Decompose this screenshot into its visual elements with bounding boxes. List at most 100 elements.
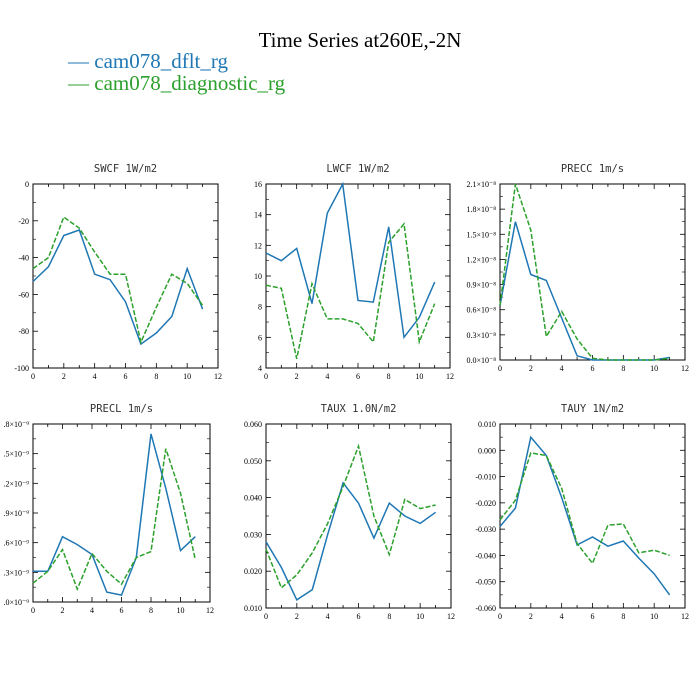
- y-tick-label: 0: [25, 180, 29, 189]
- x-tick-label: 10: [415, 372, 423, 381]
- x-tick-label: 12: [206, 606, 214, 615]
- y-tick-label: 0.6×10⁻⁸: [466, 306, 496, 315]
- y-tick-label: 0.060: [244, 420, 262, 429]
- series-line-diagnostic: [499, 452, 670, 565]
- y-tick-label: -0.060: [475, 604, 496, 613]
- x-tick-label: 0: [498, 364, 502, 373]
- legend-item-diagnostic: — cam078_diagnostic_rg: [68, 72, 285, 94]
- y-tick-label: 8: [258, 303, 262, 312]
- x-tick-label: 2: [62, 372, 66, 381]
- y-tick-label: 16: [254, 180, 262, 189]
- y-tick-label: -80: [18, 327, 29, 336]
- x-tick-label: 8: [621, 612, 625, 621]
- panel-5: TAUX 1.0N/m2 0 2 4 6 8 10 12 0.010 0.020 0.030 0.04…: [244, 403, 455, 621]
- x-tick-label: 4: [326, 612, 330, 621]
- panel-4: PRECL 1m/s 0 2 4 6 8 10 12 .0×10⁻⁹ .3×10⁻⁹ .6×10⁻⁹…: [3, 403, 214, 615]
- y-tick-label: 1.5×10⁻⁸: [466, 230, 496, 239]
- y-tick-label: .3×10⁻⁹: [3, 568, 29, 577]
- y-tick-label: 0.010: [244, 604, 262, 613]
- y-tick-label: 4: [258, 364, 262, 373]
- series-line-diagnostic: [265, 222, 436, 359]
- x-tick-label: 0: [31, 372, 35, 381]
- x-tick-label: 2: [295, 372, 299, 381]
- panel-title: TAUX 1.0N/m2: [321, 403, 397, 415]
- panel-title: PRECL 1m/s: [90, 403, 153, 415]
- y-tick-label: 6: [258, 333, 262, 342]
- plot-frame: [265, 423, 452, 609]
- panel-1: SWCF 1W/m2 0 2 4 6 8 10 12 -100 -80 -60 -40 -20 0: [14, 163, 222, 381]
- panel-title: TAUY 1N/m2: [561, 403, 624, 415]
- x-tick-label: 10: [416, 612, 424, 621]
- x-tick-label: 8: [387, 372, 391, 381]
- y-tick-label: -20: [18, 217, 29, 226]
- x-tick-label: 0: [31, 606, 35, 615]
- series-line-dflt: [499, 435, 671, 596]
- y-tick-label: -100: [14, 364, 29, 373]
- x-tick-label: 0: [264, 372, 268, 381]
- x-tick-label: 10: [650, 364, 658, 373]
- plot-frame: [499, 183, 686, 361]
- x-tick-label: 6: [124, 372, 128, 381]
- x-tick-label: 6: [356, 372, 360, 381]
- y-tick-label: 1.2×10⁻⁸: [466, 255, 496, 264]
- x-tick-label: 8: [154, 372, 158, 381]
- x-tick-label: 4: [560, 364, 564, 373]
- y-tick-label: 0.3×10⁻⁸: [466, 331, 496, 340]
- y-tick-label: 14: [254, 211, 262, 220]
- x-tick-label: 0: [264, 612, 268, 621]
- y-tick-label: 0.010: [478, 420, 496, 429]
- y-tick-label: 12: [254, 241, 262, 250]
- y-tick-label: 2.1×10⁻⁸: [466, 180, 496, 189]
- x-tick-label: 4: [560, 612, 564, 621]
- legend: — cam078_dflt_rg — cam078_diagnostic_rg: [68, 50, 285, 94]
- x-tick-label: 2: [295, 612, 299, 621]
- x-tick-label: 6: [357, 612, 361, 621]
- series-line-diagnostic: [265, 443, 436, 590]
- y-tick-label: .5×10⁻⁹: [3, 450, 29, 459]
- series-line-dflt: [265, 181, 436, 340]
- x-tick-label: 4: [325, 372, 329, 381]
- x-tick-label: 12: [681, 612, 689, 621]
- y-tick-label: 0.9×10⁻⁸: [466, 281, 496, 290]
- x-tick-label: 6: [120, 606, 124, 615]
- legend-swatch-dflt: —: [68, 49, 95, 73]
- y-tick-label: .8×10⁻⁹: [3, 420, 29, 429]
- y-tick-label: .2×10⁻⁹: [3, 479, 29, 488]
- y-tick-label: -0.030: [475, 525, 496, 534]
- x-tick-label: 6: [591, 612, 595, 621]
- legend-item-dflt: — cam078_dflt_rg: [68, 50, 285, 72]
- x-tick-label: 0: [498, 612, 502, 621]
- x-tick-label: 12: [447, 612, 455, 621]
- y-tick-label: -0.020: [475, 499, 496, 508]
- legend-label-diagnostic: cam078_diagnostic_rg: [94, 71, 286, 95]
- series-line-dflt: [499, 221, 670, 361]
- x-tick-label: 8: [149, 606, 153, 615]
- panel-title: LWCF 1W/m2: [326, 163, 389, 175]
- y-tick-label: 0.020: [244, 567, 262, 576]
- y-tick-label: 0.050: [244, 457, 262, 466]
- y-tick-label: -40: [18, 254, 29, 263]
- x-tick-label: 12: [214, 372, 222, 381]
- series-line-diagnostic: [32, 215, 204, 345]
- y-tick-label: -0.010: [475, 473, 496, 482]
- panel-6: TAUY 1N/m2 0 2 4 6 8 10 12 -0.060 -0.050 -0.040 -0.…: [475, 403, 689, 621]
- y-tick-label: -0.040: [475, 551, 496, 560]
- panel-2: LWCF 1W/m2 0 2 4 6 8 10 12 4 6 8 10 12 14 16: [254, 163, 454, 381]
- x-tick-label: 4: [93, 372, 97, 381]
- panel-3: PRECC 1m/s 0 2 4 6 8 10 12 0.0×10⁻⁸ 0.3×10⁻⁸ 0.6×1…: [466, 163, 689, 373]
- y-tick-label: 0.000: [478, 446, 496, 455]
- series-line-diagnostic: [499, 183, 670, 361]
- y-tick-label: -60: [18, 290, 29, 299]
- panel-title: PRECC 1m/s: [561, 163, 624, 175]
- series-line-dflt: [32, 229, 204, 346]
- x-tick-label: 8: [387, 612, 391, 621]
- y-tick-label: 0.040: [244, 494, 262, 503]
- x-tick-label: 2: [529, 612, 533, 621]
- y-tick-label: 10: [254, 272, 262, 281]
- x-tick-label: 2: [529, 364, 533, 373]
- series-line-dflt: [33, 433, 196, 596]
- x-tick-label: 10: [650, 612, 658, 621]
- panel-title: SWCF 1W/m2: [94, 163, 157, 175]
- series-line-diagnostic: [32, 448, 197, 592]
